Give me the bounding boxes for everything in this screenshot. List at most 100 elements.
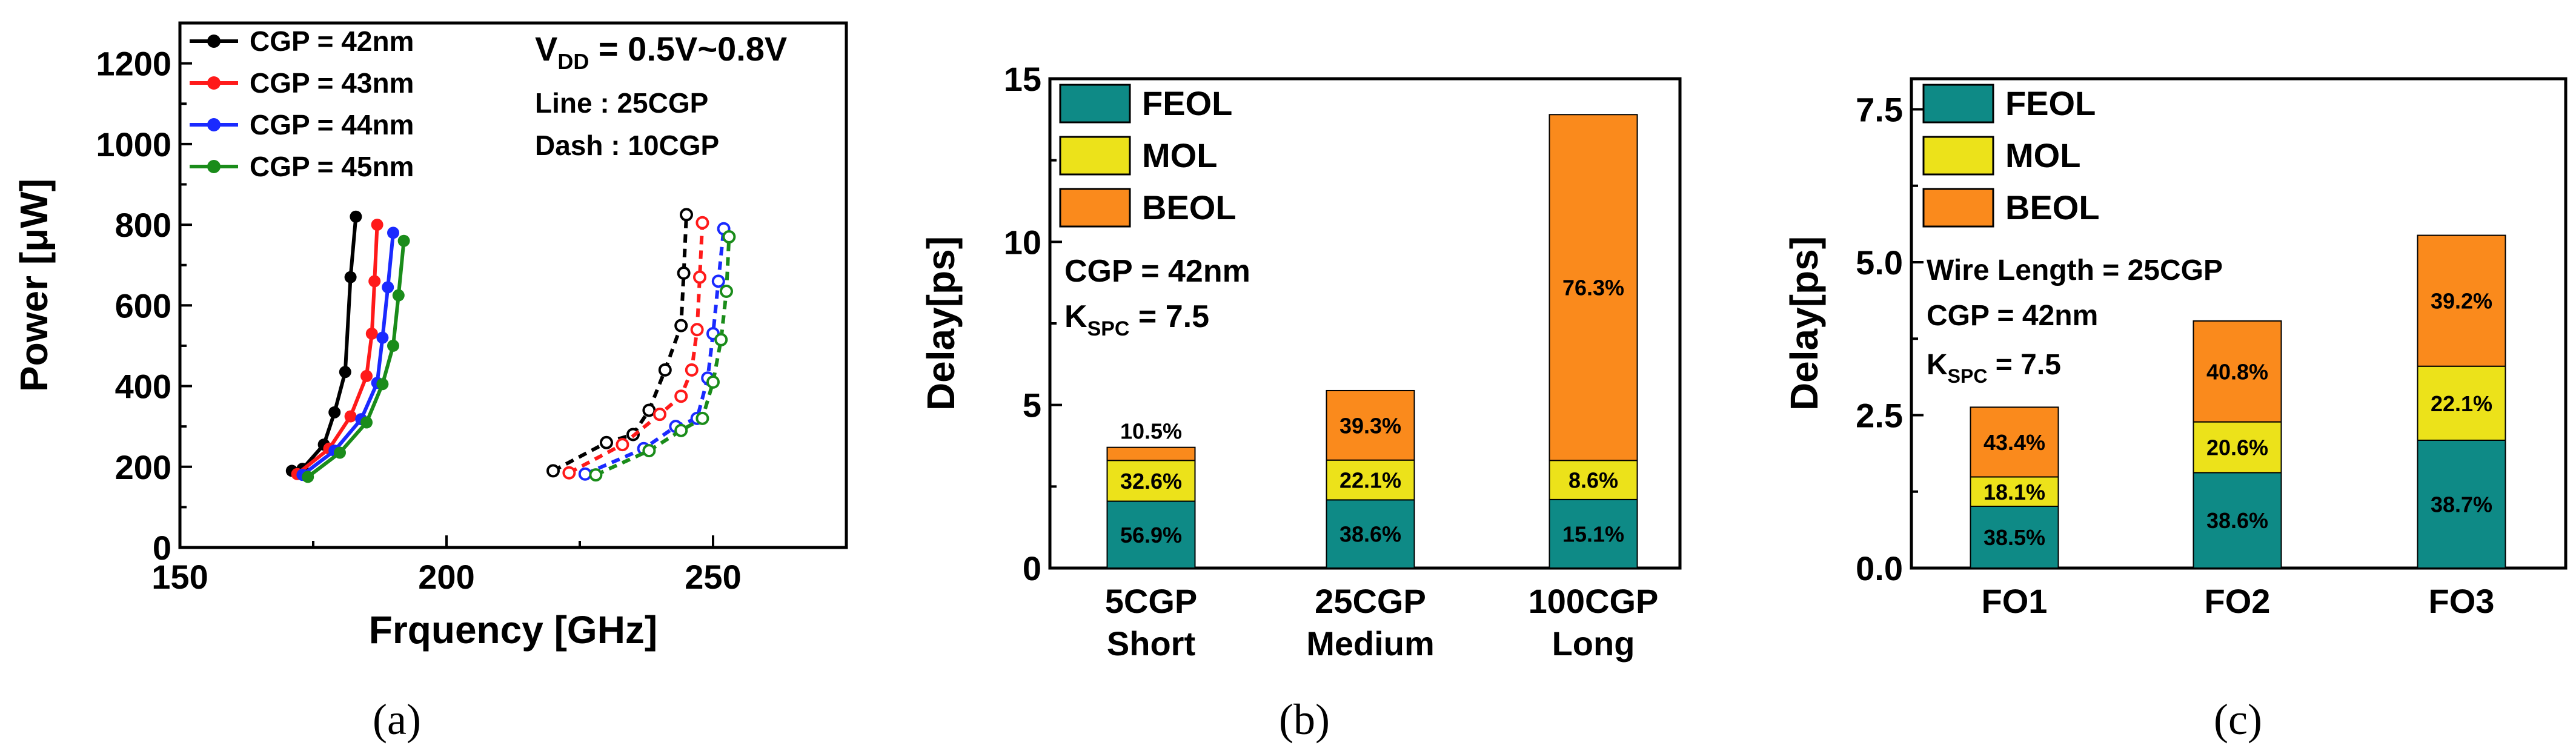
data-point bbox=[387, 227, 399, 239]
legend-swatch-feol bbox=[1922, 84, 1994, 124]
legend-marker-cgp-42 bbox=[207, 35, 221, 48]
panel-b-y-axis-label: Delay[ps] bbox=[919, 236, 963, 411]
vdd-range: = 0.5V~0.8V bbox=[589, 30, 787, 68]
data-point bbox=[690, 323, 704, 337]
panel-a-vdd-annotation: VDD = 0.5V~0.8V bbox=[535, 30, 787, 74]
bar-segment-mol bbox=[1106, 460, 1196, 502]
data-point bbox=[344, 410, 357, 423]
panel-b-legend: FEOL MOL BEOL bbox=[1059, 84, 1237, 228]
panel-a-caption: (a) bbox=[373, 695, 421, 744]
data-point bbox=[695, 216, 709, 230]
panel-c-ticks: 0.0 2.5 5.0 7.5 FO1 FO2 FO3 bbox=[1856, 91, 2494, 621]
bar-data-label: 38.6% bbox=[1339, 522, 1401, 547]
x-tick-label: FO1 bbox=[1982, 582, 2048, 620]
kspc-value: = 7.5 bbox=[1987, 349, 2060, 381]
series-line-cgp44nm-dash bbox=[584, 228, 726, 476]
x-tick-label: Long bbox=[1552, 624, 1635, 663]
x-tick-label: Short bbox=[1107, 624, 1195, 663]
data-point bbox=[368, 275, 381, 288]
bar-segment-beol bbox=[1326, 389, 1415, 461]
y-tick-label: 400 bbox=[115, 368, 171, 406]
legend-swatch-beol bbox=[1059, 188, 1131, 228]
panel-b-caption: (b) bbox=[1279, 695, 1330, 744]
bar-segment-beol bbox=[1549, 114, 1638, 461]
data-point bbox=[695, 411, 709, 425]
panel-a-plot-frame bbox=[178, 21, 848, 549]
y-tick-label: 0 bbox=[153, 529, 171, 567]
data-point bbox=[600, 435, 613, 449]
bar-data-label: 43.4% bbox=[1983, 430, 2045, 455]
y-tick-label: 15 bbox=[1004, 60, 1041, 98]
kspc-main: K bbox=[1064, 299, 1087, 334]
bar-data-label: 76.3% bbox=[1562, 276, 1624, 300]
y-tick-label: 600 bbox=[115, 286, 171, 325]
legend-swatch-mol bbox=[1922, 136, 1994, 176]
bar-data-label: 15.1% bbox=[1562, 521, 1624, 546]
y-tick-label: 5.0 bbox=[1856, 243, 1903, 282]
data-point bbox=[680, 208, 693, 222]
panel-b-ticks: 0 5 10 15 5CGP Short 25CGP Medium 100CGP Long bbox=[1004, 60, 1659, 663]
kspc-subscript: SPC bbox=[1087, 317, 1130, 340]
data-point bbox=[387, 339, 399, 352]
data-point bbox=[360, 369, 373, 382]
y-tick-label: 200 bbox=[115, 448, 171, 486]
series-line-cgp43nm-solid bbox=[296, 224, 379, 476]
legend-label-cgp-42: CGP = 42nm bbox=[250, 25, 414, 57]
data-point bbox=[642, 403, 656, 417]
legend-label-mol: MOL bbox=[2005, 136, 2080, 174]
y-tick-label: 5 bbox=[1023, 386, 1041, 425]
panel-a-line-style-note: Line : 25CGP bbox=[535, 87, 708, 119]
bar-data-label: 56.9% bbox=[1120, 523, 1182, 547]
data-point bbox=[711, 274, 725, 288]
data-point bbox=[674, 319, 688, 332]
data-point bbox=[674, 423, 688, 437]
data-point bbox=[642, 444, 656, 458]
data-point bbox=[371, 219, 383, 231]
bar-data-label: 18.1% bbox=[1983, 480, 2045, 504]
panel-c-y-axis-label: Delay[ps] bbox=[1782, 236, 1826, 411]
data-point bbox=[658, 363, 672, 377]
panel-c-legend: FEOL MOL BEOL bbox=[1922, 84, 2100, 228]
panel-b-bars: 56.9% 32.6% 10.5% 38.6% 22.1% 39.3% 15.1% 8.6% 7… bbox=[1106, 114, 1638, 569]
legend-swatch-mol bbox=[1059, 136, 1131, 176]
data-point bbox=[578, 467, 592, 481]
data-point bbox=[720, 284, 733, 298]
bar-segment-feol bbox=[1106, 500, 1196, 569]
y-tick-label: 1000 bbox=[96, 125, 171, 164]
x-tick-label: 5CGP bbox=[1105, 582, 1198, 620]
legend-label-feol: FEOL bbox=[1142, 84, 1232, 122]
panel-b-cgp-annotation: CGP = 42nm bbox=[1064, 254, 1250, 289]
bar-data-label: 38.7% bbox=[2431, 492, 2492, 517]
data-point bbox=[365, 327, 378, 340]
bar-segment-beol bbox=[1106, 446, 1196, 461]
y-tick-label: 800 bbox=[115, 206, 171, 244]
bar-segment-mol bbox=[1970, 476, 2059, 507]
data-point bbox=[339, 366, 351, 379]
vdd-subscript: DD bbox=[557, 49, 589, 74]
legend-label-beol: BEOL bbox=[1142, 188, 1237, 227]
bar-data-label: 39.2% bbox=[2431, 289, 2492, 314]
data-point bbox=[392, 289, 405, 302]
data-point bbox=[382, 281, 394, 294]
data-point bbox=[360, 416, 373, 429]
bar-segment-beol bbox=[2193, 320, 2282, 423]
data-point bbox=[350, 210, 362, 223]
y-tick-label: 0.0 bbox=[1856, 549, 1903, 587]
data-point bbox=[302, 471, 314, 483]
panel-a-y-axis-label: Power [μW] bbox=[12, 179, 56, 392]
panel-a-x-axis-label: Frquency [GHz] bbox=[369, 608, 657, 652]
bar-data-label: 10.5% bbox=[1120, 419, 1182, 444]
data-point bbox=[334, 446, 346, 459]
legend-label-mol: MOL bbox=[1142, 136, 1217, 174]
data-point bbox=[674, 389, 688, 403]
bar-segment-mol bbox=[2417, 365, 2506, 441]
panel-c-cgp-annotation: CGP = 42nm bbox=[1927, 300, 2098, 332]
data-point bbox=[376, 378, 389, 391]
bar-segment-mol bbox=[2193, 421, 2282, 474]
legend-swatch-beol bbox=[1922, 188, 1994, 228]
y-tick-label: 10 bbox=[1004, 223, 1041, 261]
bar-data-label: 38.6% bbox=[2206, 508, 2268, 533]
vdd-main: V bbox=[535, 30, 557, 68]
bar-data-label: 22.1% bbox=[2431, 391, 2492, 416]
legend-swatch-feol bbox=[1059, 84, 1131, 124]
